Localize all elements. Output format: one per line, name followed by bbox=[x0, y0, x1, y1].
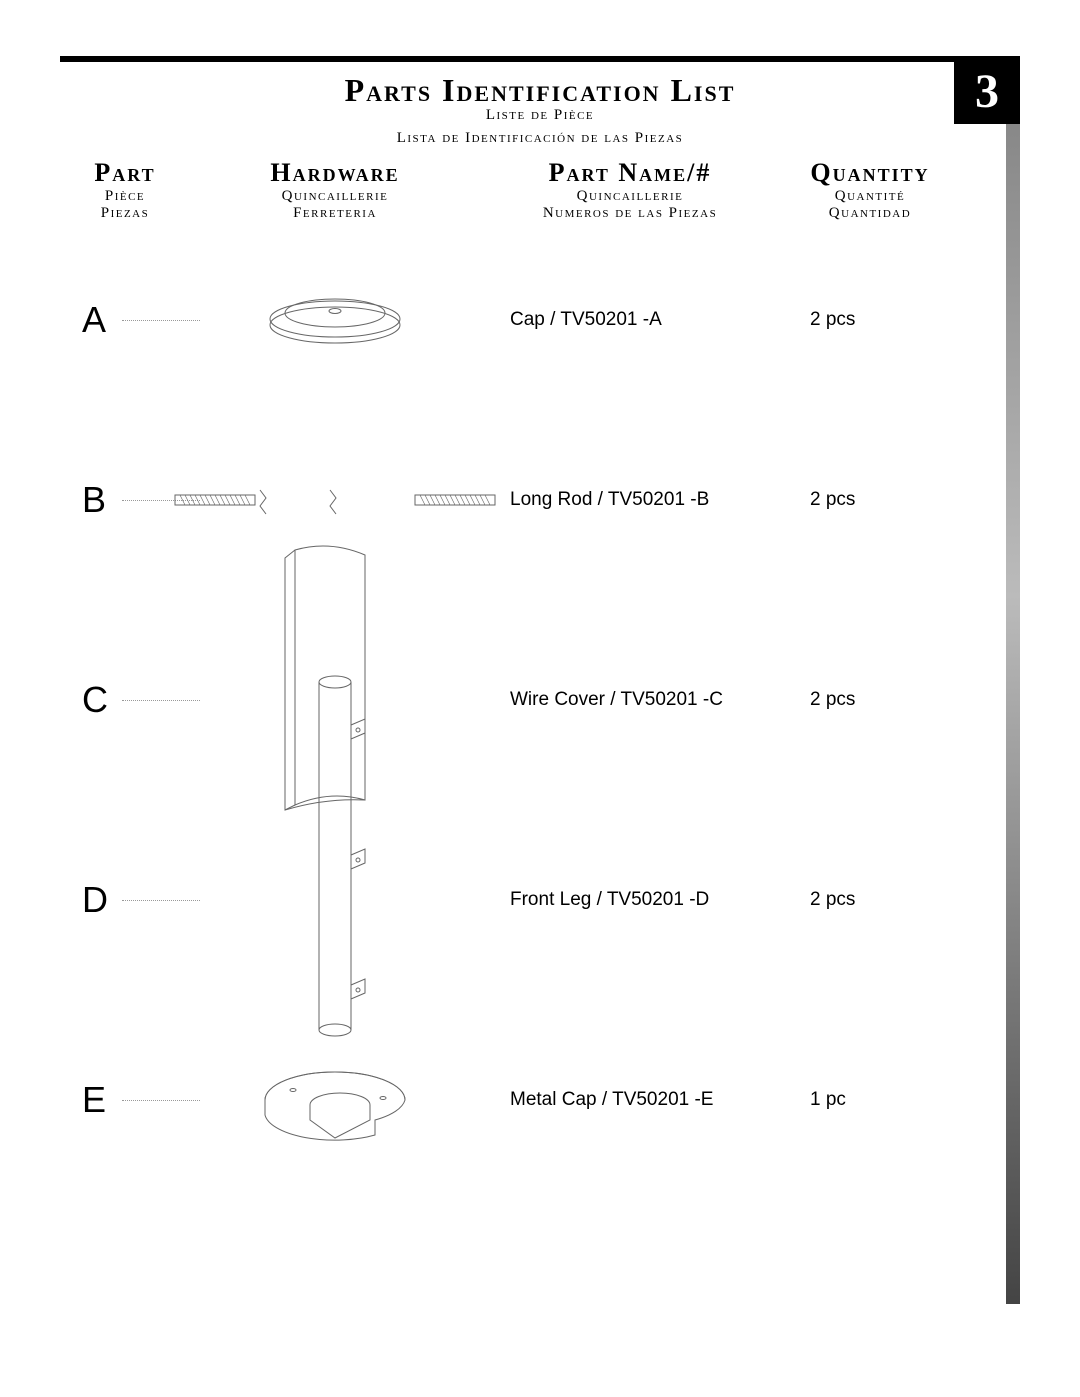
part-qty: 1 pc bbox=[780, 1089, 960, 1111]
part-letter: C bbox=[60, 679, 190, 721]
header-name-es: Numeros de las Piezas bbox=[480, 205, 780, 222]
part-letter: D bbox=[60, 879, 190, 921]
header-name-en: Part Name/# bbox=[480, 158, 780, 188]
cap-icon bbox=[250, 275, 420, 365]
header-part-fr: Pièce bbox=[60, 188, 190, 205]
header-part: Part Pièce Piezas bbox=[60, 158, 190, 222]
header-qty-fr: Quantité bbox=[780, 188, 960, 205]
top-rule bbox=[60, 56, 1020, 62]
hardware-illustration-cap bbox=[190, 275, 480, 365]
part-letter: E bbox=[60, 1079, 190, 1121]
header-hardware-fr: Quincaillerie bbox=[190, 188, 480, 205]
part-name: Front Leg / TV50201 -D bbox=[480, 889, 780, 911]
part-qty: 2 pcs bbox=[780, 309, 960, 331]
parts-rows: A Cap / TV50201 -A 2 pcs B bbox=[60, 240, 980, 1200]
header-part-es: Piezas bbox=[60, 205, 190, 222]
title-sub-fr: Liste de Pièce bbox=[0, 107, 1080, 124]
part-qty: 2 pcs bbox=[780, 489, 960, 511]
part-qty: 2 pcs bbox=[780, 689, 960, 711]
part-name: Metal Cap / TV50201 -E bbox=[480, 1089, 780, 1111]
front-leg-icon bbox=[275, 670, 395, 1050]
side-gradient bbox=[1006, 124, 1020, 1304]
part-letter: A bbox=[60, 299, 190, 341]
part-name: Wire Cover / TV50201 -C bbox=[480, 689, 780, 711]
header-part-en: Part bbox=[60, 158, 190, 188]
part-row: D Front Leg / TV50201 -D 2 pcs bbox=[60, 800, 980, 1000]
part-name: Cap / TV50201 -A bbox=[480, 309, 780, 331]
title-main: Parts Identification List bbox=[0, 72, 1080, 109]
header-qty-es: Quantidad bbox=[780, 205, 960, 222]
header-qty-en: Quantity bbox=[780, 158, 960, 188]
hardware-illustration-metalcap bbox=[190, 1040, 480, 1160]
header-name: Part Name/# Quincaillerie Numeros de las… bbox=[480, 158, 780, 222]
header-qty: Quantity Quantité Quantidad bbox=[780, 158, 960, 222]
part-qty: 2 pcs bbox=[780, 889, 960, 911]
header-hardware-es: Ferreteria bbox=[190, 205, 480, 222]
hardware-illustration-leg bbox=[190, 710, 480, 1090]
title-sub-es: Lista de Identificación de las Piezas bbox=[0, 130, 1080, 147]
header-hardware: Hardware Quincaillerie Ferreteria bbox=[190, 158, 480, 222]
part-name: Long Rod / TV50201 -B bbox=[480, 489, 780, 511]
header-name-fr: Quincaillerie bbox=[480, 188, 780, 205]
header-hardware-en: Hardware bbox=[190, 158, 480, 188]
column-headers: Part Pièce Piezas Hardware Quincaillerie… bbox=[60, 158, 980, 222]
part-row: A Cap / TV50201 -A 2 pcs bbox=[60, 240, 980, 400]
title-block: Parts Identification List Liste de Pièce… bbox=[0, 72, 1080, 147]
long-rod-icon bbox=[170, 485, 500, 515]
hardware-illustration-rod bbox=[190, 485, 480, 515]
metal-cap-icon bbox=[235, 1040, 435, 1160]
